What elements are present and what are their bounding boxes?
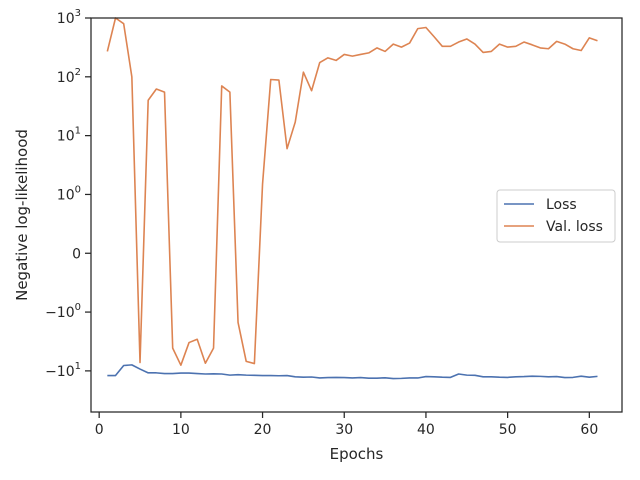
x-tick-label: 50 xyxy=(499,422,517,438)
legend: Loss Val. loss xyxy=(496,189,616,243)
y-axis-label: Negative log-likelihood xyxy=(13,129,31,301)
legend-label-loss: Loss xyxy=(546,197,577,213)
series-layer xyxy=(106,17,598,380)
x-axis-label: Epochs xyxy=(330,445,384,463)
y-tick-label: 100 xyxy=(57,184,81,203)
y-tick-label: 103 xyxy=(57,8,81,27)
y-tick-label: 0 xyxy=(72,246,81,262)
x-tick-label: 40 xyxy=(417,422,435,438)
x-tick-label: 60 xyxy=(580,422,598,438)
y-tick-label: −100 xyxy=(45,302,81,321)
y-tick-label: −101 xyxy=(45,361,81,380)
legend-frame xyxy=(496,189,616,243)
plot-area xyxy=(90,17,623,413)
y-axis-ticks: −101 −100 0 100 101 102 103 xyxy=(45,8,91,380)
series-line-val-loss xyxy=(106,17,598,366)
y-tick-label: 101 xyxy=(57,126,81,145)
x-tick-label: 10 xyxy=(172,422,190,438)
x-axis-ticks: 0 10 20 30 40 50 60 xyxy=(95,412,598,438)
axes-frame xyxy=(90,17,623,413)
y-tick-label: 102 xyxy=(57,67,81,86)
legend-label-val-loss: Val. loss xyxy=(546,219,603,235)
x-tick-label: 30 xyxy=(335,422,353,438)
x-tick-label: 0 xyxy=(95,422,104,438)
series-line-loss xyxy=(107,364,598,380)
x-tick-label: 20 xyxy=(254,422,272,438)
